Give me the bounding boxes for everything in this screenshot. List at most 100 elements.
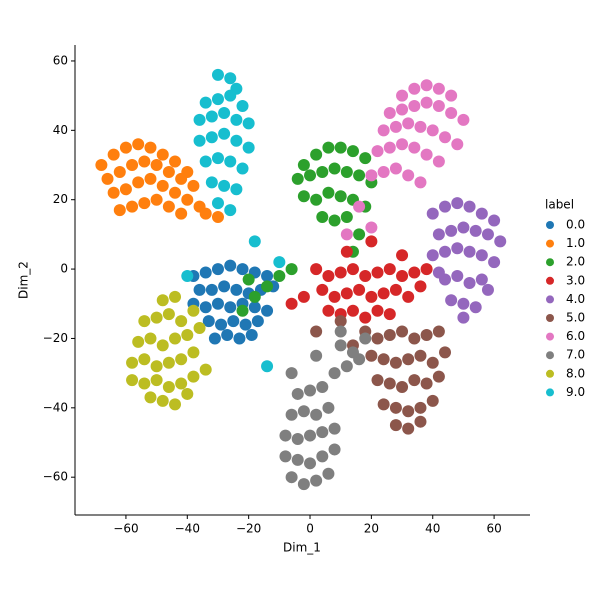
point: [310, 148, 323, 161]
legend-title: label: [545, 198, 574, 212]
point: [353, 283, 366, 296]
point: [236, 304, 249, 317]
point: [181, 193, 194, 206]
point: [211, 263, 224, 276]
point: [211, 297, 224, 310]
point: [334, 190, 347, 203]
point: [297, 478, 310, 491]
point: [334, 339, 347, 352]
legend-label: 8.0: [566, 366, 585, 380]
point: [451, 270, 464, 283]
point: [205, 283, 218, 296]
point: [396, 249, 409, 262]
point: [322, 467, 335, 480]
point: [242, 273, 255, 286]
point: [389, 120, 402, 133]
point: [340, 165, 353, 178]
point: [230, 134, 243, 147]
point: [279, 429, 292, 442]
x-axis-label: Dim_1: [283, 541, 321, 555]
point: [396, 138, 409, 151]
legend-marker: [546, 295, 554, 304]
legend-marker: [546, 258, 554, 267]
point: [408, 82, 421, 95]
point: [383, 308, 396, 321]
point: [316, 165, 329, 178]
point: [162, 200, 175, 213]
point: [426, 249, 439, 262]
point: [402, 169, 415, 182]
point: [181, 270, 194, 283]
point: [230, 183, 243, 196]
point: [150, 193, 163, 206]
legend-marker: [546, 351, 554, 360]
point: [340, 245, 353, 258]
point: [445, 89, 458, 102]
point: [353, 200, 366, 213]
point: [285, 367, 298, 380]
point: [463, 276, 476, 289]
point: [273, 270, 286, 283]
x-tick-label: −60: [113, 522, 138, 536]
point: [169, 186, 182, 199]
point: [208, 332, 221, 345]
legend-label: 1.0: [566, 236, 585, 250]
point: [322, 186, 335, 199]
point: [291, 433, 304, 446]
point: [328, 443, 341, 456]
point: [224, 301, 237, 314]
point: [420, 96, 433, 109]
point: [328, 367, 341, 380]
point: [310, 263, 323, 276]
point: [138, 155, 151, 168]
point: [144, 332, 157, 345]
point: [126, 159, 139, 172]
point: [432, 325, 445, 338]
point: [359, 270, 372, 283]
point: [481, 228, 494, 241]
point: [310, 325, 323, 338]
point: [420, 263, 433, 276]
point: [150, 159, 163, 172]
point: [132, 138, 145, 151]
point: [316, 450, 329, 463]
legend-label: 9.0: [566, 385, 585, 399]
legend-marker: [546, 276, 554, 285]
point: [218, 179, 231, 192]
point: [239, 318, 252, 331]
point: [101, 172, 114, 185]
point: [475, 249, 488, 262]
point: [291, 387, 304, 400]
point: [383, 377, 396, 390]
point: [408, 332, 421, 345]
point: [457, 221, 470, 234]
point: [297, 290, 310, 303]
point: [310, 408, 323, 421]
point: [150, 374, 163, 387]
point: [365, 349, 378, 362]
point: [215, 318, 228, 331]
point: [126, 356, 139, 369]
point: [322, 270, 335, 283]
point: [383, 328, 396, 341]
point: [426, 356, 439, 369]
point: [199, 155, 212, 168]
point: [310, 474, 323, 487]
point: [279, 450, 292, 463]
point: [156, 148, 169, 161]
point: [169, 398, 182, 411]
point: [248, 235, 261, 248]
point: [402, 353, 415, 366]
point: [181, 387, 194, 400]
point: [389, 356, 402, 369]
point: [426, 394, 439, 407]
point: [463, 245, 476, 258]
point: [328, 162, 341, 175]
point: [389, 283, 402, 296]
point: [439, 200, 452, 213]
point: [340, 211, 353, 224]
point: [150, 360, 163, 373]
point: [432, 82, 445, 95]
point: [297, 159, 310, 172]
point: [432, 155, 445, 168]
